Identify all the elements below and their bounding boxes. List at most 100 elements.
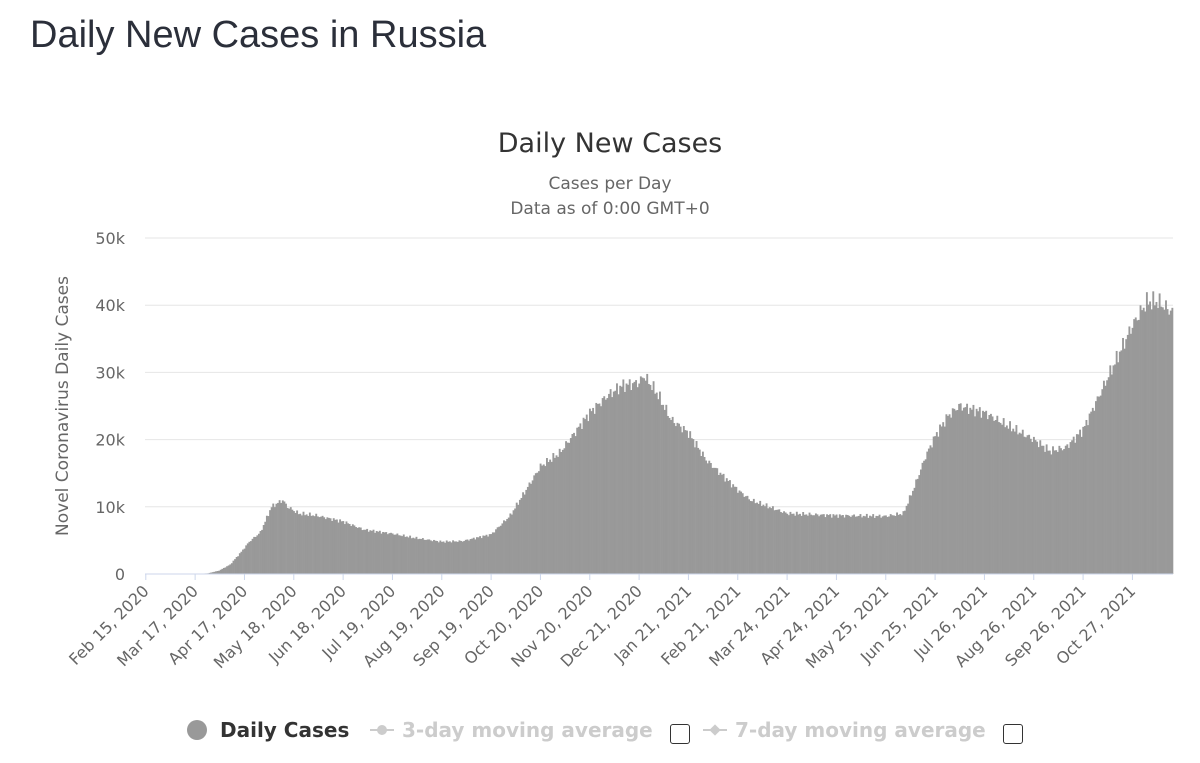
legend-7-day-average-label: 7-day moving average xyxy=(735,718,986,742)
daily-cases-bar xyxy=(902,511,905,574)
daily-cases-bar xyxy=(997,422,1000,574)
daily-cases-bar xyxy=(522,492,525,574)
daily-cases-bar xyxy=(835,514,838,574)
daily-cases-bar xyxy=(503,520,505,574)
daily-cases-bar xyxy=(913,487,916,574)
daily-cases-bar xyxy=(1010,431,1013,574)
daily-cases-bar xyxy=(1020,433,1023,574)
daily-cases-bar xyxy=(265,515,268,574)
daily-cases-bar xyxy=(636,387,639,574)
daily-cases-bar xyxy=(262,525,265,574)
daily-cases-bar xyxy=(253,536,256,574)
daily-cases-bar xyxy=(746,495,749,574)
daily-cases-bar xyxy=(923,460,926,574)
daily-cases-bar xyxy=(880,517,883,574)
daily-cases-bar xyxy=(259,531,262,574)
daily-cases-bar xyxy=(431,541,434,574)
daily-cases-bar xyxy=(1071,440,1074,574)
daily-cases-bar xyxy=(1114,364,1117,574)
daily-cases-bar xyxy=(1012,428,1015,574)
daily-cases-bar xyxy=(278,500,281,574)
daily-cases-bar xyxy=(619,385,622,574)
daily-cases-bar xyxy=(727,481,730,574)
daily-cases-bar xyxy=(402,534,405,574)
daily-cases-bar xyxy=(391,533,394,574)
daily-cases-bar xyxy=(814,513,817,574)
daily-cases-bar xyxy=(248,541,251,574)
daily-cases-bar xyxy=(428,539,431,574)
daily-cases-bar xyxy=(762,504,765,574)
daily-cases-bar xyxy=(596,404,599,574)
daily-cases-bar xyxy=(568,442,571,574)
daily-cases-bar xyxy=(706,463,709,574)
daily-cases-bar xyxy=(581,428,583,574)
daily-cases-bar xyxy=(1115,350,1118,574)
daily-cases-bar xyxy=(826,514,828,574)
daily-cases-bar xyxy=(886,516,889,574)
checkbox-7-day-average[interactable] xyxy=(1003,724,1023,744)
daily-cases-bar xyxy=(982,410,984,574)
daily-cases-bar xyxy=(331,520,334,574)
daily-cases-bar xyxy=(230,563,233,574)
daily-cases-bar xyxy=(316,516,319,574)
daily-cases-bar xyxy=(856,516,859,574)
daily-cases-bar xyxy=(410,538,413,574)
daily-cases-bar xyxy=(573,432,575,574)
daily-cases-bar xyxy=(698,449,701,574)
daily-cases-bar xyxy=(383,532,386,574)
y-tick-label: 40k xyxy=(95,296,125,315)
daily-cases-bar xyxy=(789,511,792,574)
daily-cases-bar xyxy=(837,517,840,574)
daily-cases-bar xyxy=(1025,437,1027,574)
legend-7-day-average[interactable]: 7-day moving average xyxy=(703,712,986,748)
legend-3-day-average-label: 3-day moving average xyxy=(402,718,653,742)
daily-cases-bar xyxy=(791,513,793,574)
daily-cases-bar xyxy=(490,534,493,574)
daily-cases-bar xyxy=(764,506,766,574)
daily-cases-bar xyxy=(434,540,437,574)
checkbox-3-day-average[interactable] xyxy=(670,724,690,744)
daily-cases-bar xyxy=(390,532,392,574)
daily-cases-bar xyxy=(1083,426,1086,574)
daily-cases-bar xyxy=(506,518,509,574)
daily-cases-bar xyxy=(608,393,610,574)
daily-cases-bar xyxy=(644,380,647,574)
daily-cases-bar xyxy=(810,514,813,574)
daily-cases-bar xyxy=(1039,440,1042,574)
chart-subtitle: Cases per Day xyxy=(548,174,671,194)
daily-cases-bar xyxy=(514,508,517,574)
daily-cases-bar xyxy=(690,438,693,574)
daily-cases-bar xyxy=(421,538,424,574)
daily-cases-bar xyxy=(603,396,606,574)
daily-cases-bar xyxy=(929,445,932,574)
daily-cases-bar xyxy=(460,540,462,574)
daily-cases-bar xyxy=(590,411,593,574)
daily-cases-bar xyxy=(398,535,400,574)
daily-cases-bar xyxy=(439,540,442,574)
daily-cases-bar xyxy=(1093,410,1096,574)
daily-cases-bar xyxy=(565,441,568,574)
daily-cases-bar xyxy=(827,515,830,574)
daily-cases-bar xyxy=(1077,434,1080,574)
daily-cases-bar xyxy=(326,517,329,574)
daily-cases-bar xyxy=(1023,436,1026,574)
daily-cases-bar xyxy=(496,527,499,574)
daily-cases-bar xyxy=(351,524,354,574)
daily-cases-bar xyxy=(1106,380,1109,574)
daily-cases-bar xyxy=(1107,377,1110,574)
daily-cases-bar xyxy=(950,417,953,574)
daily-cases-bar xyxy=(635,380,638,574)
legend-daily-cases[interactable]: Daily Cases xyxy=(187,712,349,748)
daily-cases-bar xyxy=(751,501,754,574)
daily-cases-bar xyxy=(776,509,779,574)
daily-cases-bar xyxy=(1095,401,1097,574)
daily-cases-bar xyxy=(226,566,229,574)
legend-3-day-average[interactable]: 3-day moving average xyxy=(370,712,653,748)
daily-cases-bar xyxy=(219,569,222,574)
daily-cases-bar xyxy=(1053,450,1056,574)
daily-cases-bar xyxy=(471,538,474,574)
daily-cases-bar xyxy=(937,436,940,574)
daily-cases-bar xyxy=(601,398,604,574)
daily-cases-bar xyxy=(417,539,420,574)
daily-cases-bar xyxy=(865,513,868,574)
